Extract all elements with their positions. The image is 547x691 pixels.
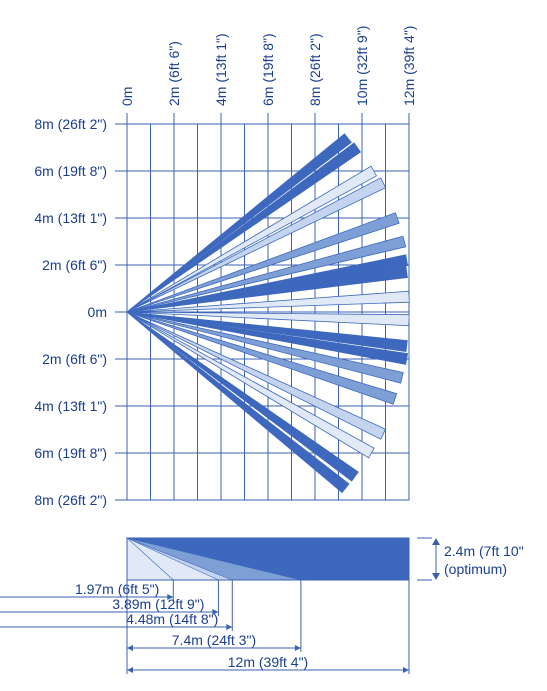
beam-4 [126,177,387,313]
beam-5 [126,212,400,313]
beam-17 [126,311,359,482]
height-bracket [417,537,440,581]
top-view: 0m 2m (6ft 6") 4m (13ft 1") 6m (19ft 8") 8m … [34,26,417,508]
y-tick-label: 6m (19ft 8") [34,445,107,461]
beam-18 [126,311,350,494]
y-tick-label: 8m (26ft 2") [34,116,107,132]
distance-label: 12m (39ft 4") [228,654,308,670]
y-tick-label: 8m (26ft 2") [34,492,107,508]
dimension-arrow [403,667,409,673]
beam-12 [126,311,409,365]
distance-label: 4.48m (14ft 8") [126,611,218,627]
dimension-arrow [212,609,219,615]
side-view: 2.4m (7ft 10" (optimum) 1.97m (6ft 5")3.… [0,537,524,674]
x-tick-label: 10m (32ft 9") [354,26,370,106]
dimension-arrow [294,645,301,651]
dimension-arrow [127,645,133,651]
x-tick-label: 8m (26ft 2") [307,33,323,106]
y-tick-label: 2m (6ft 6") [42,351,107,367]
side-coverage-far [127,538,409,580]
beam-11 [126,311,408,352]
beam-9 [126,290,410,313]
beam-13 [126,311,404,384]
beam-8 [126,266,408,313]
side-zones [126,537,409,581]
x-axis-ticks: 0m 2m (6ft 6") 4m (13ft 1") 6m (19ft 8") 8m … [119,26,417,124]
distance-label: 3.89m (12ft 9") [112,596,204,612]
x-tick-label: 2m (6ft 6") [166,41,182,106]
beam-15 [126,311,387,440]
y-axis-ticks: 8m (26ft 2") 6m (19ft 8") 4m (13ft 1") 2m (… [34,116,127,508]
y-tick-label: 4m (13ft 1") [34,398,107,414]
beam-10 [126,311,410,327]
y-tick-label: 2m (6ft 6") [42,257,107,273]
distance-dimensions: 1.97m (6ft 5")3.89m (12ft 9")4.48m (14ft… [0,580,410,674]
height-label: 2.4m (7ft 10" [444,543,524,559]
beam-16 [126,311,375,459]
y-tick-label: 4m (13ft 1") [34,210,107,226]
side-view-frame [126,537,410,581]
y-tick-label: 0m [88,304,107,320]
x-tick-label: 6m (19ft 8") [260,33,276,106]
beam-6 [126,235,407,313]
beam-2 [126,142,362,313]
x-tick-label: 12m (39ft 4") [401,26,417,106]
detection-beams [126,133,410,494]
x-tick-label: 4m (13ft 1") [213,33,229,106]
x-tick-label: 0m [119,87,135,106]
height-label-note: (optimum) [444,561,507,577]
beam-1 [126,133,352,313]
distance-label: 1.97m (6ft 5") [75,581,159,597]
dimension-arrow [127,667,133,673]
beam-14 [126,311,398,405]
dimension-arrow [226,624,233,630]
y-tick-label: 6m (19ft 8") [34,163,107,179]
dimension-arrow [167,594,174,600]
distance-label: 7.4m (24ft 3") [172,632,256,648]
beam-3 [126,165,378,313]
